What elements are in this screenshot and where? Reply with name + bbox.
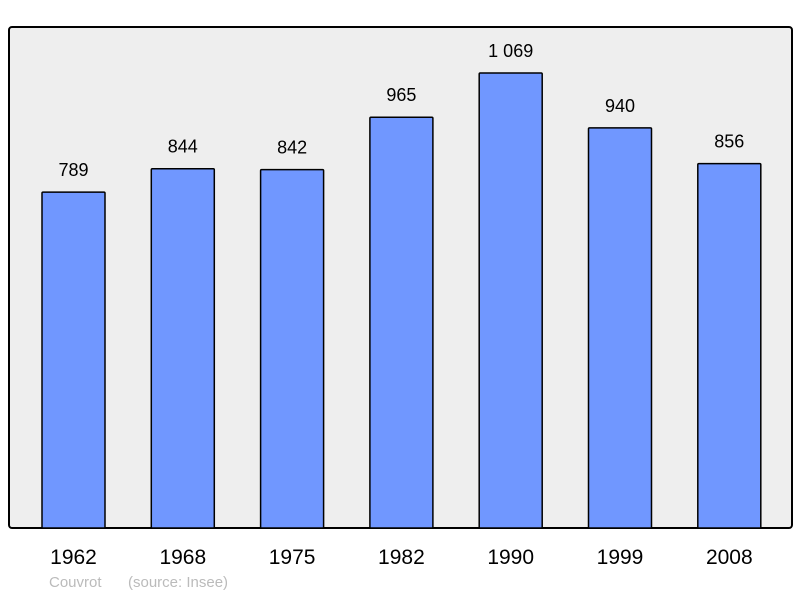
x-tick-label: 1962 <box>50 546 97 569</box>
source-note: (source: Insee) <box>128 574 229 591</box>
x-tick-label: 1990 <box>487 546 534 569</box>
x-tick-label: 1999 <box>597 546 644 569</box>
data-label: 1 069 <box>488 41 533 61</box>
bar-1968 <box>150 167 216 529</box>
data-label: 844 <box>168 137 198 157</box>
x-tick-label: 1982 <box>378 546 425 569</box>
bar-1990 <box>478 72 543 529</box>
data-label: 965 <box>386 85 416 105</box>
data-label: 789 <box>58 160 88 180</box>
bar-1999 <box>587 127 653 529</box>
bar-2008 <box>697 162 762 529</box>
data-label: 940 <box>605 96 635 116</box>
x-tick-label: 2008 <box>706 546 753 569</box>
x-tick-label: 1975 <box>269 546 316 569</box>
data-label: 856 <box>714 132 744 152</box>
data-label: 842 <box>277 138 307 158</box>
bar-1975 <box>259 168 325 529</box>
bar-1982 <box>369 116 434 529</box>
bar-1962 <box>41 191 106 529</box>
x-tick-label: 1968 <box>159 546 206 569</box>
place-name: Couvrot <box>49 574 102 591</box>
